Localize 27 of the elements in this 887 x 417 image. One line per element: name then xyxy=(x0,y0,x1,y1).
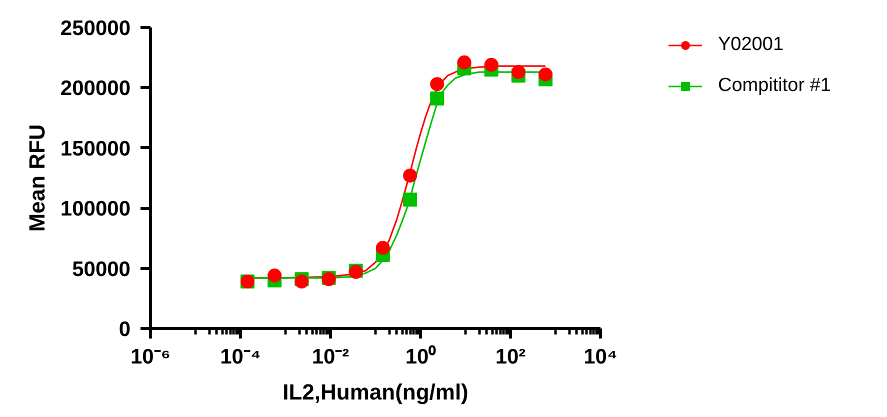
x-tick-label: 10⁻⁶ xyxy=(130,346,171,368)
y-tick-label: 200000 xyxy=(60,77,131,100)
point xyxy=(430,92,444,106)
legend-label: Compititor #1 xyxy=(718,75,831,97)
point xyxy=(268,268,282,283)
point xyxy=(376,240,390,255)
x-tick-label: 10⁰ xyxy=(405,344,437,368)
point xyxy=(403,192,418,207)
point xyxy=(430,77,444,92)
point xyxy=(403,168,418,183)
x-axis-title: IL2,Human(ng/ml) xyxy=(282,380,468,404)
y-tick-label: 250000 xyxy=(60,17,131,40)
x-tick-label: 10⁻⁴ xyxy=(220,346,261,368)
x-tick-label: 10² xyxy=(495,346,526,368)
x-tick-label: 10⁻² xyxy=(312,346,350,368)
legend-label: Y02001 xyxy=(718,34,784,56)
y-tick-label: 0 xyxy=(118,318,131,341)
point xyxy=(457,55,472,70)
point xyxy=(294,274,309,289)
y-tick-label: 150000 xyxy=(60,137,131,160)
y-tick-label: 50000 xyxy=(72,258,131,281)
x-tick-label: 10⁴ xyxy=(584,346,618,368)
y-axis-title: Mean RFU xyxy=(24,124,50,232)
point xyxy=(484,58,498,72)
point xyxy=(538,67,553,82)
y-tick-label: 100000 xyxy=(60,198,131,221)
point xyxy=(511,65,526,80)
